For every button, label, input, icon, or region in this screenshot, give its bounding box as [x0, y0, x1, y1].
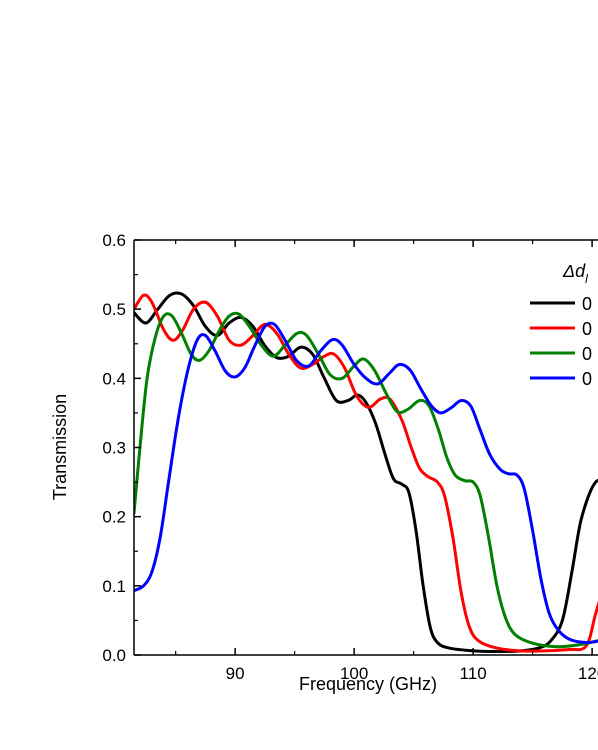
y-tick-label: 0.4	[102, 369, 126, 388]
legend-label-4: 0	[582, 369, 592, 389]
series-layer	[134, 291, 598, 654]
y-tick-label: 0.3	[102, 439, 126, 458]
legend-label-1: 0	[582, 294, 592, 314]
x-tick-label: 110	[460, 664, 487, 683]
x-tick-label: 90	[226, 664, 245, 683]
y-tick-label: 0.2	[102, 508, 126, 527]
x-axis-label: Frequency (GHz)	[299, 674, 437, 694]
legend: Δdl 0 0 0 0	[530, 261, 592, 389]
series-line-3	[134, 311, 598, 649]
y-axis-label: Transmission	[50, 394, 70, 500]
series-line-1	[134, 291, 598, 654]
ticks-layer: 90 100 110 120 0.0 0.1 0.2 0.3 0.4 0.5 0.6	[102, 231, 598, 683]
y-tick-label: 0.5	[102, 300, 126, 319]
y-tick-label: 0.6	[102, 231, 126, 250]
series-line-2	[134, 293, 598, 653]
legend-label-3: 0	[582, 344, 592, 364]
x-tick-label: 120	[578, 664, 598, 683]
legend-title: Δdl	[562, 261, 588, 286]
series-line-4	[134, 321, 598, 645]
y-tick-label: 0.1	[102, 577, 126, 596]
y-tick-label: 0.0	[102, 646, 126, 665]
legend-label-2: 0	[582, 319, 592, 339]
x-tick-label: 100	[340, 664, 368, 683]
